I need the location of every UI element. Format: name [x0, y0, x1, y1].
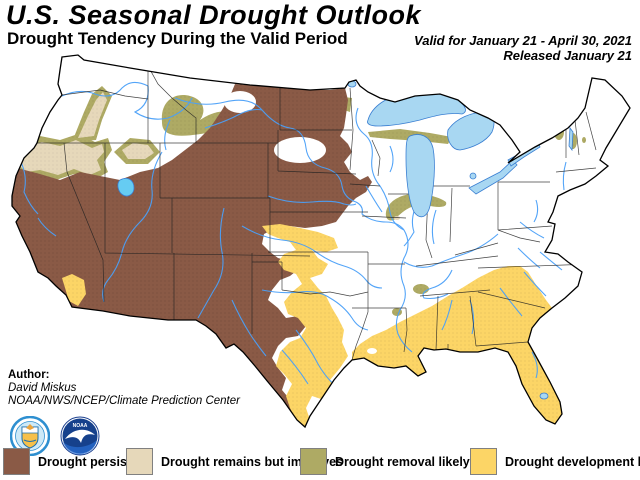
author-block: Author: David Miskus NOAA/NWS/NCEP/Clima…	[8, 369, 240, 408]
valid-period-block: Valid for January 21 - April 30, 2021 Re…	[414, 33, 632, 63]
state-borders	[37, 62, 597, 361]
regions-drought-improves	[18, 92, 400, 220]
released-date-text: Released January 21	[503, 48, 632, 63]
lake-okeechobee	[539, 392, 549, 400]
legend-swatch-persists	[3, 448, 30, 475]
lake-michigan	[405, 134, 435, 218]
legend-item-persists: Drought persists	[3, 448, 138, 475]
commerce-seal-icon	[10, 416, 50, 456]
legend-swatch-development	[470, 448, 497, 475]
lake-champlain	[568, 126, 574, 152]
legend-bar: Drought persists Drought remains but imp…	[0, 448, 640, 480]
rivers	[19, 81, 567, 387]
page-subtitle: Drought Tendency During the Valid Period	[7, 29, 348, 48]
noaa-logo-text: NOAA	[73, 423, 88, 429]
lake-erie	[468, 159, 518, 195]
author-org: NOAA/NWS/NCEP/Climate Prediction Center	[8, 395, 240, 407]
agency-logos: NOAA	[10, 416, 100, 456]
great-salt-lake	[117, 178, 135, 197]
page-title: U.S. Seasonal Drought Outlook	[6, 0, 422, 30]
legend-swatch-improves	[126, 448, 153, 475]
noaa-seal-icon: NOAA	[60, 416, 100, 456]
legend-swatch-removal	[300, 448, 327, 475]
legend-label-development: Drought development likely	[505, 454, 640, 469]
louisiana-white-hole	[367, 348, 377, 354]
regions-drought-persists	[12, 84, 393, 427]
legend-label-persists: Drought persists	[38, 454, 139, 469]
author-heading: Author:	[8, 369, 50, 381]
author-name: David Miskus	[8, 382, 77, 394]
legend-label-improves: Drought remains but improves	[161, 454, 343, 469]
lake-huron	[447, 111, 495, 151]
lake-st-clair	[469, 172, 477, 180]
legend-label-removal: Drought removal likely	[335, 454, 470, 469]
legend-item-improves: Drought remains but improves	[126, 448, 343, 475]
valid-period-text: Valid for January 21 - April 30, 2021	[414, 33, 632, 48]
legend-item-removal: Drought removal likely	[300, 448, 470, 475]
conus-outline	[11, 54, 631, 429]
legend-item-development: Drought development likely	[470, 448, 640, 475]
